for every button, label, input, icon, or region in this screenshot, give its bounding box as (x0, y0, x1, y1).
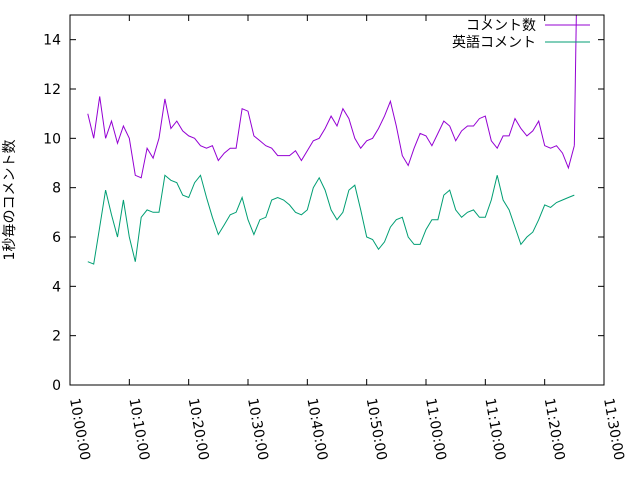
y-tick-label: 10 (43, 131, 61, 147)
y-axis-label: 1秒毎のコメント数 (2, 140, 18, 261)
y-tick-label: 14 (43, 33, 61, 49)
plot-frame (69, 14, 605, 386)
legend-label: コメント数 (466, 18, 536, 34)
legend-label: 英語コメント (452, 34, 536, 51)
y-axis: 0 2 4 6 8 10 12 14 (43, 33, 604, 394)
y-tick-label: 8 (52, 181, 61, 197)
plot-lines (87, 14, 577, 265)
series-line-1-spike (573, 14, 577, 146)
series-line-2 (87, 174, 575, 265)
y-tick-label: 2 (52, 329, 61, 345)
series-line-1 (87, 96, 575, 179)
y-tick-label: 6 (52, 230, 61, 246)
y-tick-label: 0 (52, 378, 61, 394)
y-tick-label: 12 (43, 82, 61, 98)
y-tick-label: 4 (52, 279, 61, 295)
